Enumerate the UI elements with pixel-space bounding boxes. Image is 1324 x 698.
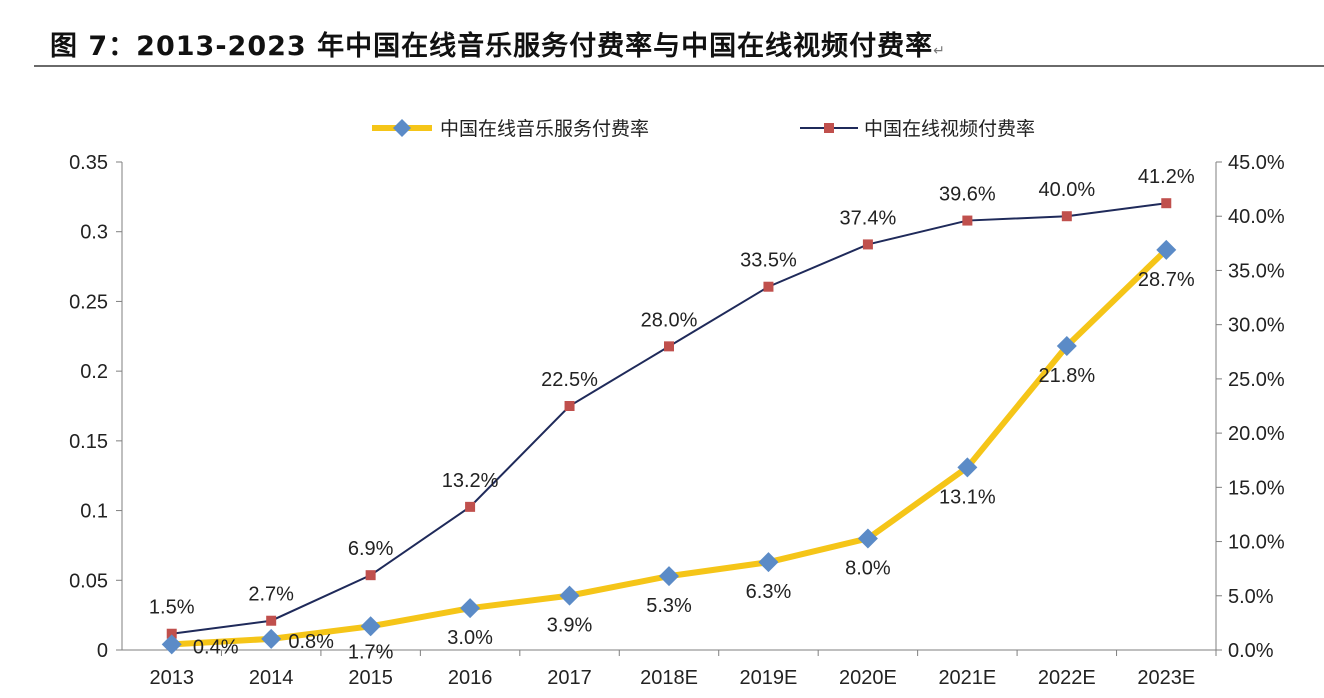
y-right-tick-label: 15.0% <box>1228 477 1285 499</box>
video-data-label: 6.9% <box>348 538 394 560</box>
video-data-label: 13.2% <box>442 470 499 492</box>
video-point-marker <box>266 615 277 626</box>
y-left-tick-label: 0.25 <box>69 291 108 313</box>
video-data-label: 22.5% <box>541 369 598 391</box>
video-data-label: 1.5% <box>149 597 195 619</box>
music-point-marker <box>659 566 679 587</box>
y-right-tick-label: 30.0% <box>1228 315 1285 337</box>
music-data-label: 6.3% <box>746 581 792 603</box>
video-data-label: 33.5% <box>740 250 797 272</box>
music-point-marker <box>1056 336 1077 357</box>
legend-music-label: 中国在线音乐服务付费率 <box>440 118 649 140</box>
chart-title: 图 7：2013-2023 年中国在线音乐服务付费率与中国在线视频付费率↵ <box>50 24 946 63</box>
video-point-marker <box>465 501 476 512</box>
music-point-marker <box>857 528 878 549</box>
y-right-tick-label: 10.0% <box>1228 532 1285 554</box>
music-data-label: 0.8% <box>288 631 334 653</box>
x-tick-label: 2022E <box>1038 667 1096 689</box>
x-tick-label: 2015 <box>348 667 393 689</box>
music-data-label: 8.0% <box>845 557 891 579</box>
video-point-marker <box>365 570 376 581</box>
music-point-marker <box>559 585 580 606</box>
video-point-marker <box>1061 211 1072 222</box>
music-data-label: 13.1% <box>939 486 996 508</box>
y-left-tick-label: 0.2 <box>80 361 108 383</box>
y-left-tick-label: 0.3 <box>80 222 108 244</box>
x-tick-label: 2021E <box>938 667 996 689</box>
y-left-tick-label: 0.15 <box>69 431 108 453</box>
y-right-tick-label: 25.0% <box>1228 369 1285 391</box>
video-data-label: 40.0% <box>1038 179 1095 201</box>
y-left-tick-label: 0 <box>97 640 108 662</box>
legend-video-marker <box>824 123 834 133</box>
music-data-label: 5.3% <box>646 595 692 617</box>
x-tick-label: 2020E <box>839 667 897 689</box>
music-data-label: 3.9% <box>547 615 593 637</box>
y-right-tick-label: 20.0% <box>1228 423 1285 445</box>
music-point-marker <box>1156 239 1177 260</box>
x-tick-label: 2019E <box>740 667 798 689</box>
video-point-marker <box>763 281 774 292</box>
x-tick-label: 2014 <box>249 667 294 689</box>
chart-title-text: 图 7：2013-2023 年中国在线音乐服务付费率与中国在线视频付费率 <box>50 31 934 62</box>
video-data-label: 28.0% <box>641 309 698 331</box>
x-tick-label: 2017 <box>547 667 592 689</box>
music-data-label: 28.7% <box>1138 269 1195 291</box>
video-point-marker <box>962 215 973 226</box>
y-left-tick-label: 0.35 <box>69 152 108 174</box>
x-tick-label: 2016 <box>448 667 493 689</box>
y-right-tick-label: 35.0% <box>1228 260 1285 282</box>
legend-video-label: 中国在线视频付费率 <box>864 118 1035 140</box>
y-right-tick-label: 0.0% <box>1228 640 1274 662</box>
video-point-marker <box>564 401 575 411</box>
music-point-marker <box>758 552 779 573</box>
x-tick-label: 2018E <box>640 667 698 689</box>
video-point-marker <box>166 628 177 639</box>
title-divider <box>34 65 1324 67</box>
music-data-label: 3.0% <box>447 627 493 649</box>
legend-music-marker <box>393 119 411 137</box>
return-mark-icon: ↵ <box>933 43 946 59</box>
y-right-tick-label: 5.0% <box>1228 586 1274 608</box>
music-point-marker <box>161 634 182 655</box>
video-point-marker <box>862 239 873 250</box>
video-data-label: 39.6% <box>939 184 996 206</box>
x-tick-label: 2023E <box>1137 667 1195 689</box>
video-point-marker <box>1161 198 1172 209</box>
music-data-label: 21.8% <box>1038 365 1095 387</box>
y-left-tick-label: 0.05 <box>69 570 108 592</box>
music-point-marker <box>957 457 978 478</box>
music-point-marker <box>460 598 481 619</box>
music-data-label: 1.7% <box>348 641 394 663</box>
y-left-tick-label: 0.1 <box>80 501 108 523</box>
video-data-label: 2.7% <box>248 584 294 606</box>
y-right-tick-label: 45.0% <box>1228 152 1285 174</box>
video-data-label: 41.2% <box>1138 166 1195 188</box>
video-data-label: 37.4% <box>840 207 897 229</box>
music-point-marker <box>360 616 381 637</box>
x-tick-label: 2013 <box>149 667 194 689</box>
music-data-label: 0.4% <box>193 636 239 658</box>
y-right-tick-label: 40.0% <box>1228 206 1285 228</box>
video-point-marker <box>664 341 674 352</box>
music-point-marker <box>261 628 282 649</box>
